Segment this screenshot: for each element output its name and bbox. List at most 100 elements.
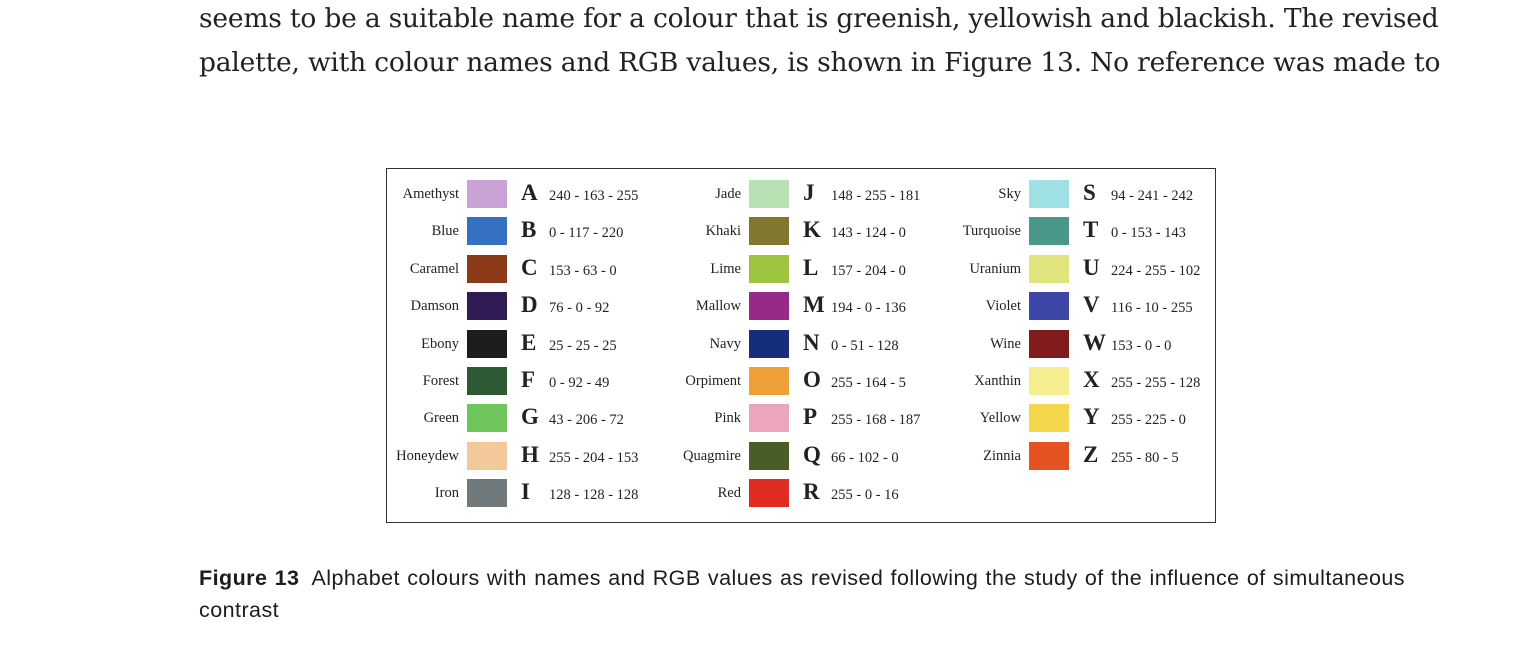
colour-rgb-value: 255 - 0 - 16 <box>831 487 899 504</box>
colour-rgb-value: 153 - 63 - 0 <box>549 262 617 279</box>
colour-rgb-value: 0 - 51 - 128 <box>831 337 899 354</box>
body-paragraph: seems to be a suitable name for a colour… <box>199 0 1441 85</box>
figure-caption-text: Alphabet colours with names and RGB valu… <box>199 566 1405 622</box>
colour-name: Jade <box>715 186 741 202</box>
colour-swatch <box>749 217 789 246</box>
colour-letter: U <box>1083 254 1100 280</box>
colour-letter: J <box>803 180 815 205</box>
colour-rgb-value: 0 - 153 - 143 <box>1111 225 1186 242</box>
body-line-2: palette, with colour names and RGB value… <box>199 47 1441 78</box>
colour-letter: H <box>521 441 539 467</box>
colour-letter: F <box>521 367 536 392</box>
colour-swatch <box>749 254 789 283</box>
colour-rgb-value: 116 - 10 - 255 <box>1111 300 1193 317</box>
colour-letter: G <box>521 404 539 430</box>
colour-letter: I <box>521 479 530 505</box>
colour-swatch <box>467 217 507 246</box>
colour-letter: Y <box>1083 404 1100 430</box>
figure-13-palette: Amethyst A 240 - 163 - 255 Blue B 0 - 117 - 2… <box>386 168 1216 523</box>
colour-name: Sky <box>998 186 1021 202</box>
colour-name: Iron <box>434 485 459 502</box>
colour-rgb-value: 153 - 0 - 0 <box>1111 337 1172 354</box>
colour-rgb-value: 255 - 164 - 5 <box>831 375 906 391</box>
colour-letter: N <box>803 329 820 355</box>
colour-name: Quagmire <box>683 447 741 464</box>
colour-name: Yellow <box>979 410 1021 427</box>
colour-rgb-value: 255 - 80 - 5 <box>1111 449 1179 466</box>
colour-rgb-value: 94 - 241 - 242 <box>1111 188 1194 204</box>
colour-swatch <box>749 292 789 321</box>
figure-caption: Figure 13 Alphabet colours with names and… <box>199 562 1405 626</box>
colour-letter: R <box>803 479 820 505</box>
colour-letter: L <box>803 254 819 280</box>
colour-swatch <box>1029 367 1069 395</box>
colour-letter: P <box>803 404 818 430</box>
colour-rgb-value: 143 - 124 - 0 <box>831 225 906 242</box>
colour-name: Amethyst <box>402 186 459 202</box>
colour-name: Caramel <box>409 260 459 277</box>
colour-name: Turquoise <box>962 223 1021 240</box>
colour-swatch <box>467 367 507 395</box>
colour-rgb-value: 43 - 206 - 72 <box>549 412 624 429</box>
colour-swatch <box>749 479 789 508</box>
colour-rgb-value: 255 - 168 - 187 <box>831 412 921 429</box>
colour-rgb-value: 255 - 225 - 0 <box>1111 412 1186 429</box>
colour-swatch <box>467 441 507 470</box>
colour-name: Wine <box>990 335 1021 352</box>
colour-name: Pink <box>714 410 741 427</box>
figure-caption-label: Figure 13 <box>199 566 300 590</box>
colour-letter: V <box>1083 292 1100 318</box>
colour-swatch <box>749 180 789 208</box>
colour-swatch <box>1029 441 1069 470</box>
colour-swatch <box>749 441 789 470</box>
colour-letter: M <box>803 292 825 318</box>
colour-letter: Q <box>803 441 821 467</box>
colour-swatch <box>467 292 507 321</box>
colour-name: Blue <box>431 223 459 240</box>
colour-swatch <box>1029 180 1069 208</box>
colour-letter: A <box>521 180 538 205</box>
colour-rgb-value: 224 - 255 - 102 <box>1111 262 1201 279</box>
colour-swatch <box>749 367 789 395</box>
colour-name: Ebony <box>421 335 459 352</box>
colour-rgb-value: 66 - 102 - 0 <box>831 449 899 466</box>
colour-swatch <box>467 404 507 433</box>
body-line-1: seems to be a suitable name for a colour… <box>199 3 1439 34</box>
colour-letter: W <box>1083 329 1106 355</box>
colour-rgb-value: 25 - 25 - 25 <box>549 337 617 354</box>
colour-rgb-value: 148 - 255 - 181 <box>831 188 921 204</box>
colour-name: Zinnia <box>983 447 1021 464</box>
colour-letter: T <box>1083 217 1099 243</box>
colour-rgb-value: 255 - 204 - 153 <box>549 449 639 466</box>
colour-rgb-value: 157 - 204 - 0 <box>831 262 906 279</box>
colour-name: Violet <box>985 298 1021 315</box>
colour-rgb-value: 194 - 0 - 136 <box>831 300 906 317</box>
colour-letter: E <box>521 329 537 355</box>
colour-name: Navy <box>709 335 741 352</box>
colour-swatch <box>1029 404 1069 433</box>
colour-letter: S <box>1083 180 1096 205</box>
colour-swatch <box>1029 217 1069 246</box>
colour-name: Green <box>423 410 459 427</box>
colour-name: Forest <box>422 373 459 389</box>
colour-swatch <box>749 404 789 433</box>
colour-swatch <box>467 254 507 283</box>
colour-rgb-value: 255 - 255 - 128 <box>1111 375 1201 391</box>
colour-swatch <box>467 479 507 508</box>
colour-rgb-value: 128 - 128 - 128 <box>549 487 639 504</box>
colour-swatch <box>1029 329 1069 358</box>
colour-swatch <box>1029 254 1069 283</box>
colour-letter: K <box>803 217 821 243</box>
colour-name: Red <box>717 485 741 502</box>
colour-letter: D <box>521 292 538 318</box>
colour-name: Damson <box>410 298 459 315</box>
colour-name: Khaki <box>705 223 741 240</box>
colour-name: Xanthin <box>974 373 1021 389</box>
colour-swatch <box>749 329 789 358</box>
colour-rgb-value: 0 - 92 - 49 <box>549 375 610 391</box>
colour-letter: B <box>521 217 537 243</box>
colour-rgb-value: 0 - 117 - 220 <box>549 225 624 242</box>
colour-name: Uranium <box>969 260 1021 277</box>
colour-letter: O <box>803 367 821 392</box>
